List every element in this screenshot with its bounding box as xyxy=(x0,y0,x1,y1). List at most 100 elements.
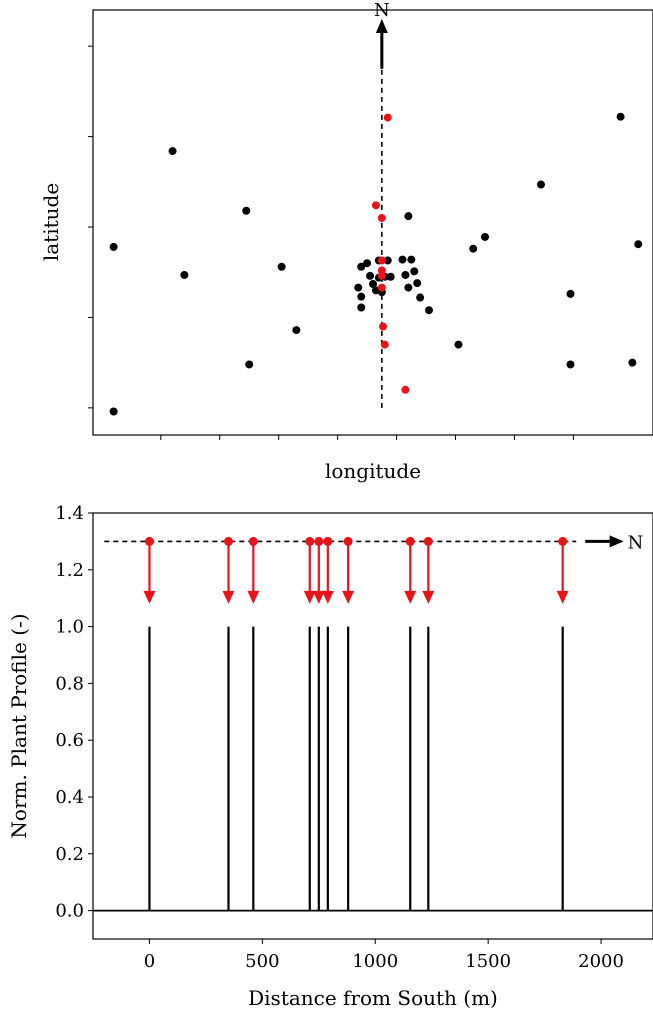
plant-point xyxy=(469,244,478,253)
plant-point xyxy=(481,232,489,241)
plant-marker xyxy=(423,536,433,546)
plant-point xyxy=(180,270,189,279)
selected-plant-point xyxy=(377,213,386,222)
plant-arrow-head xyxy=(404,590,417,604)
north-arrow-head xyxy=(609,535,624,548)
plant-arrow-head xyxy=(321,590,334,604)
selected-plant-point xyxy=(377,271,386,280)
selected-plant-point xyxy=(380,340,389,349)
plant-arrow-head xyxy=(556,590,569,604)
selected-plant-point xyxy=(379,322,388,331)
x-tick-label: 0 xyxy=(144,951,155,972)
plant-point xyxy=(416,293,425,302)
plant-marker xyxy=(405,536,415,546)
selected-plant-point xyxy=(377,256,386,265)
map-ticks xyxy=(88,45,574,440)
plant-marker xyxy=(323,536,333,546)
plant-point xyxy=(383,256,392,265)
plant-arrows xyxy=(143,541,569,604)
y-tick-label: 1.2 xyxy=(55,560,84,581)
plant-point xyxy=(245,360,254,369)
plant-arrow-head xyxy=(303,590,316,604)
plant-point xyxy=(242,206,251,215)
x-axis-label: longitude xyxy=(325,459,421,483)
north-arrow xyxy=(585,535,624,548)
plant-arrow-head xyxy=(143,590,156,604)
plant-marker xyxy=(223,536,233,546)
plant-point xyxy=(366,271,375,280)
profile-plot-area xyxy=(92,512,653,940)
plant-marker xyxy=(305,536,315,546)
plant-arrow-head xyxy=(312,590,325,604)
plant-marker xyxy=(343,536,353,546)
plant-arrow-head xyxy=(422,590,435,604)
plant-point xyxy=(363,259,372,268)
x-tick-label: 1500 xyxy=(465,951,511,972)
plant-point xyxy=(354,283,363,292)
plant-point xyxy=(407,255,416,264)
plant-markers xyxy=(144,536,568,546)
y-tick-label: 0.2 xyxy=(55,844,84,865)
profile-panel: N 0 500 1000 1500 2000 0.0 0.2 0.4 0.6 0.8 1.0 1.2… xyxy=(7,503,653,1010)
plant-point xyxy=(369,279,377,288)
plant-point xyxy=(386,272,395,281)
plant-arrow-head xyxy=(342,590,355,604)
selected-plant-point xyxy=(377,283,386,292)
plant-point xyxy=(357,303,366,312)
x-axis-label: Distance from South (m) xyxy=(248,986,498,1010)
plant-point xyxy=(628,358,637,367)
plant-point xyxy=(357,262,366,271)
plant-marker xyxy=(144,536,154,546)
north-arrow-head xyxy=(375,19,388,34)
plant-point xyxy=(398,255,407,264)
plant-arrow-head xyxy=(247,590,260,604)
plant-marker xyxy=(248,536,258,546)
plant-point xyxy=(634,240,643,249)
plant-point xyxy=(566,289,575,298)
y-axis-label: Norm. Plant Profile (-) xyxy=(7,613,31,838)
y-tick-label: 0.6 xyxy=(55,730,84,751)
y-tick-label: 1.0 xyxy=(55,617,84,638)
north-label: N xyxy=(628,532,644,553)
plant-point xyxy=(292,326,301,335)
map-panel: N longitude latitude xyxy=(39,0,653,483)
plant-point xyxy=(425,306,433,315)
plant-point xyxy=(413,279,422,288)
plant-point xyxy=(404,283,413,292)
plant-point xyxy=(537,180,545,189)
plant-point xyxy=(616,112,625,121)
selected-plant-point xyxy=(371,201,380,210)
y-tick-label: 1.4 xyxy=(55,503,84,524)
plant-point xyxy=(109,242,118,251)
plant-points xyxy=(109,112,643,416)
x-ticks: 0 500 1000 1500 2000 xyxy=(144,939,624,972)
plant-marker xyxy=(558,536,568,546)
x-tick-label: 500 xyxy=(245,951,279,972)
plant-point xyxy=(404,212,413,221)
x-tick-label: 2000 xyxy=(578,951,624,972)
plant-marker xyxy=(314,536,324,546)
map-plot-area xyxy=(92,9,653,436)
plant-point xyxy=(566,360,575,369)
y-ticks: 0.0 0.2 0.4 0.6 0.8 1.0 1.2 1.4 xyxy=(55,503,93,922)
plant-point xyxy=(277,262,286,271)
profile-spikes xyxy=(148,626,564,911)
selected-plant-points xyxy=(371,113,410,394)
x-tick-label: 1000 xyxy=(352,951,398,972)
plant-arrow-head xyxy=(222,590,235,604)
selected-plant-point xyxy=(383,113,392,122)
plant-point xyxy=(168,147,177,156)
y-tick-label: 0.0 xyxy=(55,901,84,922)
y-tick-label: 0.8 xyxy=(55,673,84,694)
y-tick-label: 0.4 xyxy=(55,787,84,808)
y-axis-label: latitude xyxy=(39,183,63,261)
selected-plant-point xyxy=(401,385,410,394)
plant-point xyxy=(410,267,419,276)
plant-point xyxy=(109,407,118,416)
north-arrow xyxy=(375,19,388,69)
plant-point xyxy=(357,292,366,301)
plant-point xyxy=(454,340,463,349)
north-label: N xyxy=(374,0,390,21)
plant-point xyxy=(401,270,410,279)
